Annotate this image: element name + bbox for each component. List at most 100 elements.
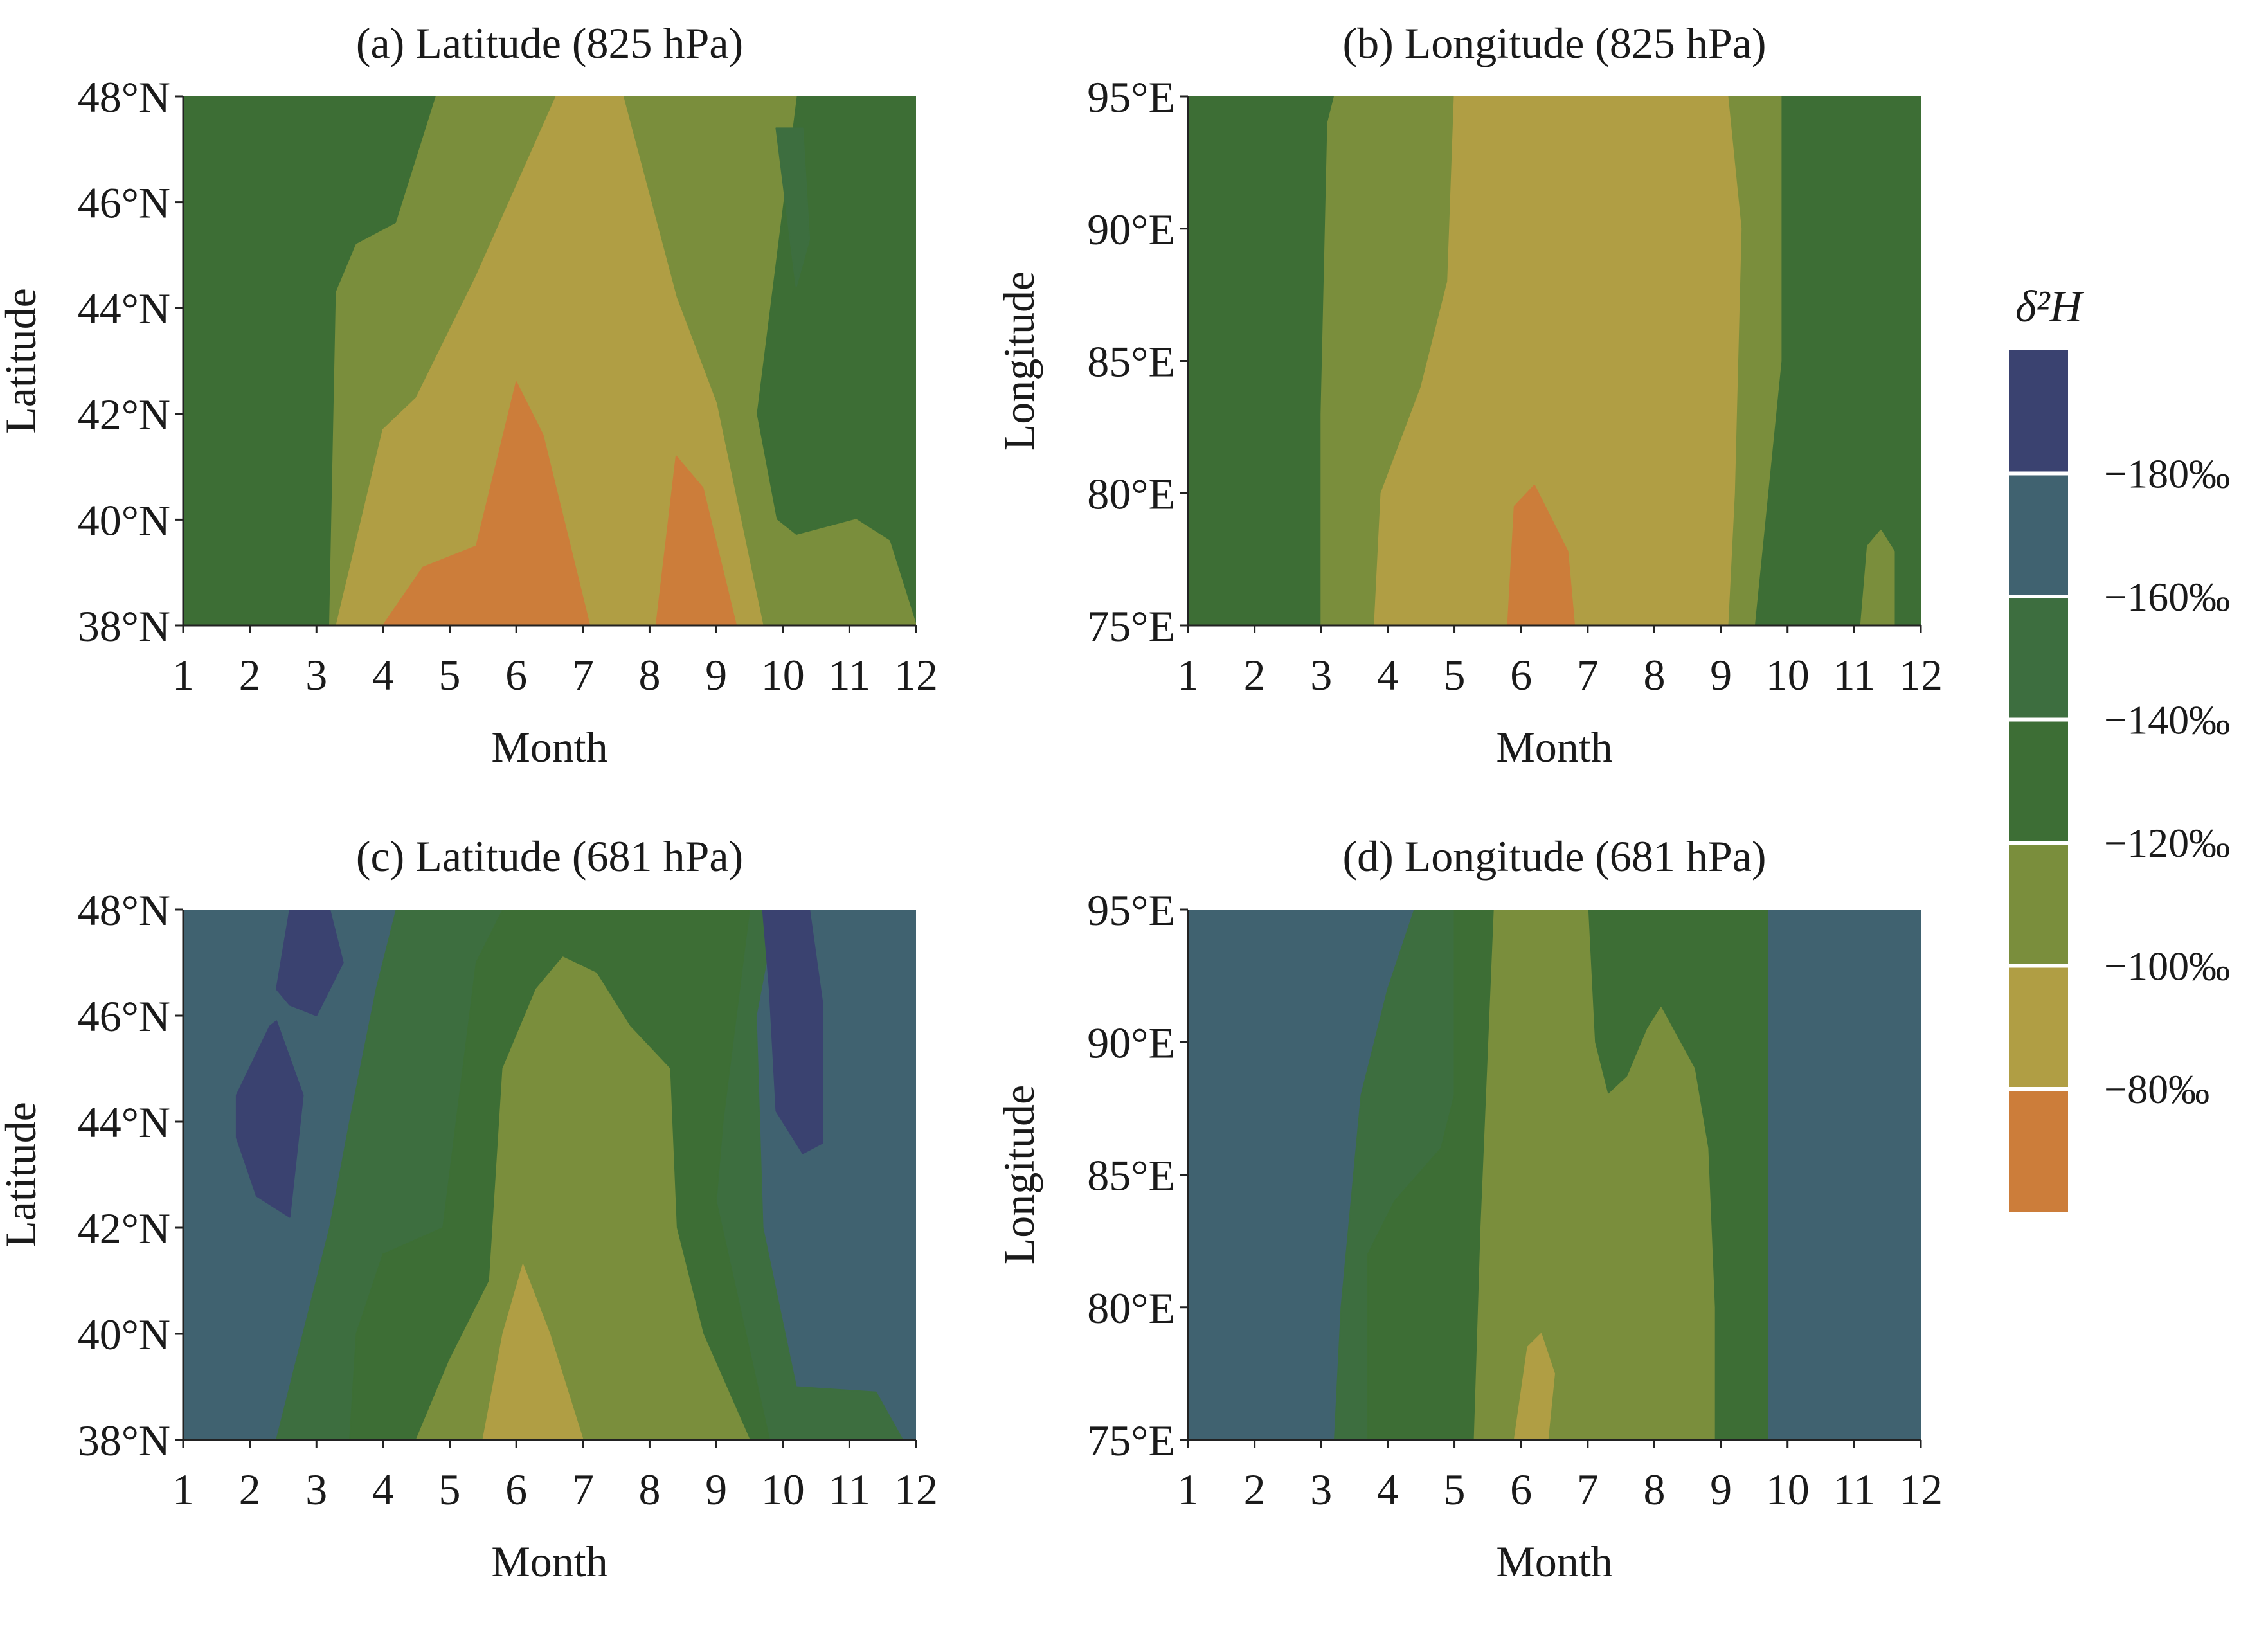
x-tick-label: 3 (305, 1465, 327, 1514)
y-tick-label: 75°E (1087, 602, 1175, 651)
contour-region-a-3 (655, 455, 737, 625)
y-tick-label: 85°E (1087, 337, 1175, 386)
x-tick-label: 6 (1510, 1465, 1532, 1514)
contour-region-c-2 (415, 956, 750, 1440)
panel-b-y-axis-label: Longitude (995, 271, 1043, 451)
x-tick-label: 12 (894, 651, 938, 699)
y-tick-label: 90°E (1087, 205, 1175, 254)
legend-swatch (2009, 719, 2068, 843)
y-tick-label: 44°N (78, 284, 170, 333)
panel-c-y-axis-label: Latitude (0, 1102, 45, 1248)
y-tick-label: 75°E (1087, 1416, 1175, 1465)
x-tick-label: 9 (705, 1465, 727, 1514)
panel-a-title: (a) Latitude (825 hPa) (356, 19, 743, 67)
contour-region-b-1 (1374, 96, 1742, 625)
panels: 1 2 3 4 5 6 7 8 9 10 11 1238°N40°N42°N44°N46°N48°N(… (0, 19, 1943, 1586)
y-tick-label: 80°E (1087, 469, 1175, 518)
x-tick-label: 3 (1310, 651, 1332, 699)
x-tick-label: 6 (505, 651, 527, 699)
legend-tick-label: −100‰ (2104, 944, 2230, 989)
x-tick-label: 7 (1577, 1465, 1599, 1514)
x-tick-label: 8 (1643, 651, 1665, 699)
panel-b-contours (1320, 96, 1895, 625)
x-tick-label: 5 (439, 651, 461, 699)
legend-title: δ²H (2015, 282, 2085, 332)
x-tick-label: 10 (761, 1465, 805, 1514)
x-tick-label: 12 (1899, 1465, 1943, 1514)
x-tick-label: 5 (1444, 651, 1466, 699)
panel-d-title: (d) Longitude (681 hPa) (1342, 832, 1766, 881)
y-tick-label: 48°N (78, 73, 170, 121)
x-tick-label: 2 (239, 1465, 261, 1514)
x-tick-label: 6 (1510, 651, 1532, 699)
y-tick-label: 42°N (78, 1204, 170, 1253)
y-tick-label: 44°N (78, 1098, 170, 1147)
x-tick-label: 9 (1710, 651, 1732, 699)
x-tick-label: 1 (172, 1465, 194, 1514)
contour-region-a-2 (382, 381, 591, 625)
x-tick-label: 8 (638, 651, 660, 699)
y-tick-label: 80°E (1087, 1284, 1175, 1333)
x-tick-label: 9 (705, 651, 727, 699)
contour-region-c-4 (276, 910, 344, 1016)
y-tick-label: 85°E (1087, 1151, 1175, 1200)
y-tick-label: 95°E (1087, 886, 1175, 935)
x-tick-label: 10 (1766, 1465, 1810, 1514)
panel-d-x-axis-label: Month (1496, 1537, 1612, 1586)
x-tick-label: 10 (1766, 651, 1810, 699)
panel-c-x-axis-label: Month (491, 1537, 608, 1586)
panel-d-contours (1334, 910, 1769, 1440)
legend-tick-label: −120‰ (2104, 820, 2230, 866)
x-tick-label: 2 (1244, 1465, 1266, 1514)
x-tick-label: 8 (1643, 1465, 1665, 1514)
x-tick-label: 4 (1377, 1465, 1399, 1514)
panel-d-y-axis-label: Longitude (995, 1085, 1043, 1265)
x-tick-label: 3 (1310, 1465, 1332, 1514)
contour-region-c-3 (482, 1264, 584, 1440)
y-tick-label: 38°N (78, 602, 170, 651)
panel-c-title: (c) Latitude (681 hPa) (356, 832, 743, 881)
x-tick-label: 7 (1577, 651, 1599, 699)
contour-region-b-2 (1507, 484, 1576, 625)
panel-a-contours (329, 96, 916, 625)
legend-tick-label: −80‰ (2104, 1066, 2210, 1112)
x-tick-label: 9 (1710, 1465, 1732, 1514)
y-tick-label: 46°N (78, 992, 170, 1041)
y-tick-label: 42°N (78, 390, 170, 439)
y-tick-label: 95°E (1087, 73, 1175, 121)
legend-swatch (2009, 843, 2068, 966)
x-tick-label: 4 (372, 651, 394, 699)
panel-c-contours (235, 910, 904, 1440)
panel-c: 1 2 3 4 5 6 7 8 9 10 11 1238°N40°N42°N44°N46°N48°N(… (0, 832, 938, 1586)
legend-swatch (2009, 350, 2068, 474)
y-tick-label: 48°N (78, 886, 170, 935)
x-tick-label: 7 (572, 1465, 594, 1514)
panel-b-x-axis-label: Month (1496, 723, 1612, 771)
x-tick-label: 1 (1177, 651, 1199, 699)
x-tick-label: 2 (1244, 651, 1266, 699)
legend-swatch (2009, 965, 2068, 1089)
x-tick-label: 4 (372, 1465, 394, 1514)
legend-swatch (2009, 597, 2068, 720)
x-tick-label: 3 (305, 651, 327, 699)
panel-b-title: (b) Longitude (825 hPa) (1342, 19, 1766, 67)
legend-swatch (2009, 473, 2068, 597)
x-tick-label: 10 (761, 651, 805, 699)
x-tick-label: 7 (572, 651, 594, 699)
contour-region-d-3 (1513, 1333, 1555, 1440)
x-tick-label: 8 (638, 1465, 660, 1514)
legend-tick-label: −160‰ (2104, 574, 2230, 620)
panel-a-x-axis-label: Month (491, 723, 608, 771)
x-tick-label: 11 (829, 1465, 870, 1514)
x-tick-label: 1 (1177, 1465, 1199, 1514)
y-tick-label: 40°N (78, 1310, 170, 1359)
legend: δ²H −180‰ −160‰ −140‰ −120‰ −100‰ −80‰ (2009, 282, 2230, 1212)
legend-tick-label: −180‰ (2104, 451, 2230, 497)
panel-a: 1 2 3 4 5 6 7 8 9 10 11 1238°N40°N42°N44°N46°N48°N(… (0, 19, 938, 771)
y-tick-label: 40°N (78, 496, 170, 544)
contour-region-c-6 (762, 910, 824, 1154)
x-tick-label: 4 (1377, 651, 1399, 699)
